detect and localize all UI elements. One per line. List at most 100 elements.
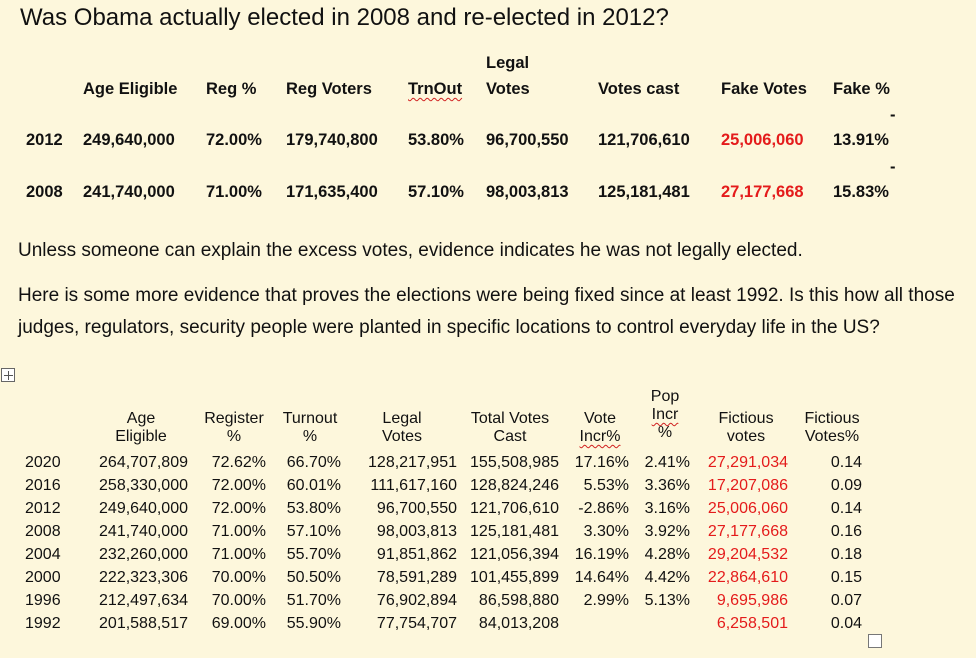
cell-pop-incr: 4.28% (644, 546, 690, 563)
cell-year: 2004 (25, 546, 61, 563)
cell-vote-incr: 3.30% (583, 523, 629, 540)
row-legal-votes: 96,700,550 (486, 131, 569, 149)
cell-register: 71.00% (211, 546, 266, 563)
row-reg-voters: 171,635,400 (286, 183, 378, 201)
header-reg-pct: Reg % (206, 80, 257, 98)
paragraph-evidence: Here is some more evidence that proves t… (18, 285, 955, 338)
cell-register: 72.00% (211, 477, 266, 494)
row-age-eligible: 249,640,000 (83, 131, 175, 149)
cell-age: 241,740,000 (99, 523, 188, 540)
header-total-votes: Total Votes Cast (470, 410, 550, 445)
row-year: 2012 (26, 131, 63, 149)
header-fictious-votes: Fictious votes (718, 410, 774, 445)
header-fake-votes: Fake Votes (721, 80, 807, 98)
header-fake-pct: Fake % (833, 80, 890, 98)
cell-pop-incr: 3.92% (644, 523, 690, 540)
cell-legal: 91,851,862 (376, 546, 457, 563)
cell-fict-pct: 0.16 (830, 523, 862, 540)
cell-total: 84,013,208 (478, 615, 559, 632)
table-move-handle-icon[interactable] (1, 368, 15, 382)
row-fake-votes: 27,177,668 (721, 183, 804, 201)
cell-turnout: 53.80% (286, 500, 341, 517)
cell-year: 2000 (25, 569, 61, 586)
header-turnout: Turnout% (282, 410, 338, 445)
header-age-eligible: Age Eligible (83, 80, 178, 98)
cell-age: 258,330,000 (99, 477, 188, 494)
cell-year: 1996 (25, 592, 61, 609)
cell-fict-votes: 6,258,501 (716, 615, 788, 632)
cell-register: 71.00% (211, 523, 266, 540)
row-reg-pct: 71.00% (206, 183, 262, 201)
cell-fict-votes: 27,177,668 (707, 523, 788, 540)
row-year: 2008 (26, 183, 63, 201)
cell-fict-pct: 0.18 (830, 546, 862, 563)
cell-register: 70.00% (211, 592, 266, 609)
header-legal-line2: Votes (486, 80, 530, 98)
cell-total: 155,508,985 (470, 454, 559, 471)
cell-vote-incr: 2.99% (583, 592, 629, 609)
row-votes-cast: 125,181,481 (598, 183, 690, 201)
cell-total: 121,706,610 (470, 500, 559, 517)
cell-year: 2012 (25, 500, 61, 517)
header-pop-incr: Pop Incr% (650, 388, 680, 441)
cell-total: 121,056,394 (470, 546, 559, 563)
cell-vote-incr: 5.53% (583, 477, 629, 494)
header-register: Register% (204, 410, 264, 445)
cell-year: 2016 (25, 477, 61, 494)
cell-pop-incr: 3.16% (644, 500, 690, 517)
cell-pop-incr: 5.13% (644, 592, 690, 609)
cell-legal: 96,700,550 (376, 500, 457, 517)
cell-pop-incr: 4.42% (644, 569, 690, 586)
cell-legal: 111,617,160 (370, 477, 457, 494)
row-age-eligible: 241,740,000 (83, 183, 175, 201)
row-dash: - (890, 158, 896, 176)
row-trnout: 53.80% (408, 131, 464, 149)
cell-age: 264,707,809 (99, 454, 188, 471)
cell-vote-incr: 16.19% (574, 546, 629, 563)
row-fake-pct: 15.83% (833, 183, 889, 201)
cell-fict-pct: 0.09 (830, 477, 862, 494)
row-votes-cast: 121,706,610 (598, 131, 690, 149)
cell-fict-pct: 0.14 (830, 454, 862, 471)
cell-turnout: 60.01% (286, 477, 341, 494)
table-resize-handle-icon[interactable] (868, 634, 882, 648)
cell-fict-votes: 29,204,532 (707, 546, 788, 563)
cell-total: 128,824,246 (470, 477, 559, 494)
cell-age: 222,323,306 (99, 569, 188, 586)
header-fictious-pct: Fictious Votes% (804, 410, 860, 445)
cell-legal: 77,754,707 (376, 615, 457, 632)
header-legal: Legal Votes (381, 410, 423, 445)
cell-fict-pct: 0.04 (830, 615, 862, 632)
row-reg-voters: 179,740,800 (286, 131, 378, 149)
header-reg-voters: Reg Voters (286, 80, 372, 98)
cell-legal: 128,217,951 (368, 454, 457, 471)
cell-turnout: 66.70% (286, 454, 341, 471)
cell-fict-pct: 0.15 (830, 569, 862, 586)
row-reg-pct: 72.00% (206, 131, 262, 149)
cell-fict-votes: 22,864,610 (707, 569, 788, 586)
cell-vote-incr: 17.16% (574, 454, 629, 471)
cell-legal: 78,591,289 (376, 569, 457, 586)
cell-turnout: 55.90% (286, 615, 341, 632)
cell-age: 212,497,634 (99, 592, 188, 609)
cell-total: 101,455,899 (470, 569, 559, 586)
row-dash: - (890, 106, 896, 124)
cell-year: 1992 (25, 615, 61, 632)
cell-fict-pct: 0.14 (830, 500, 862, 517)
paragraph-conclusion: Unless someone can explain the excess vo… (18, 240, 803, 261)
cell-fict-votes: 17,207,086 (707, 477, 788, 494)
header-trnout: TrnOut (408, 80, 463, 98)
header-vote-incr: Vote Incr% (579, 410, 621, 445)
cell-vote-incr: -2.86% (578, 500, 629, 517)
cell-legal: 76,902,894 (376, 592, 457, 609)
header-age: Age Eligible (115, 410, 167, 445)
row-fake-votes: 25,006,060 (721, 131, 804, 149)
cell-age: 232,260,000 (99, 546, 188, 563)
header-legal-line1: Legal (486, 54, 530, 72)
cell-vote-incr: 14.64% (574, 569, 629, 586)
cell-turnout: 50.50% (286, 569, 341, 586)
header-votes-cast: Votes cast (598, 80, 680, 98)
cell-year: 2008 (25, 523, 61, 540)
cell-fict-pct: 0.07 (830, 592, 862, 609)
row-trnout: 57.10% (408, 183, 464, 201)
